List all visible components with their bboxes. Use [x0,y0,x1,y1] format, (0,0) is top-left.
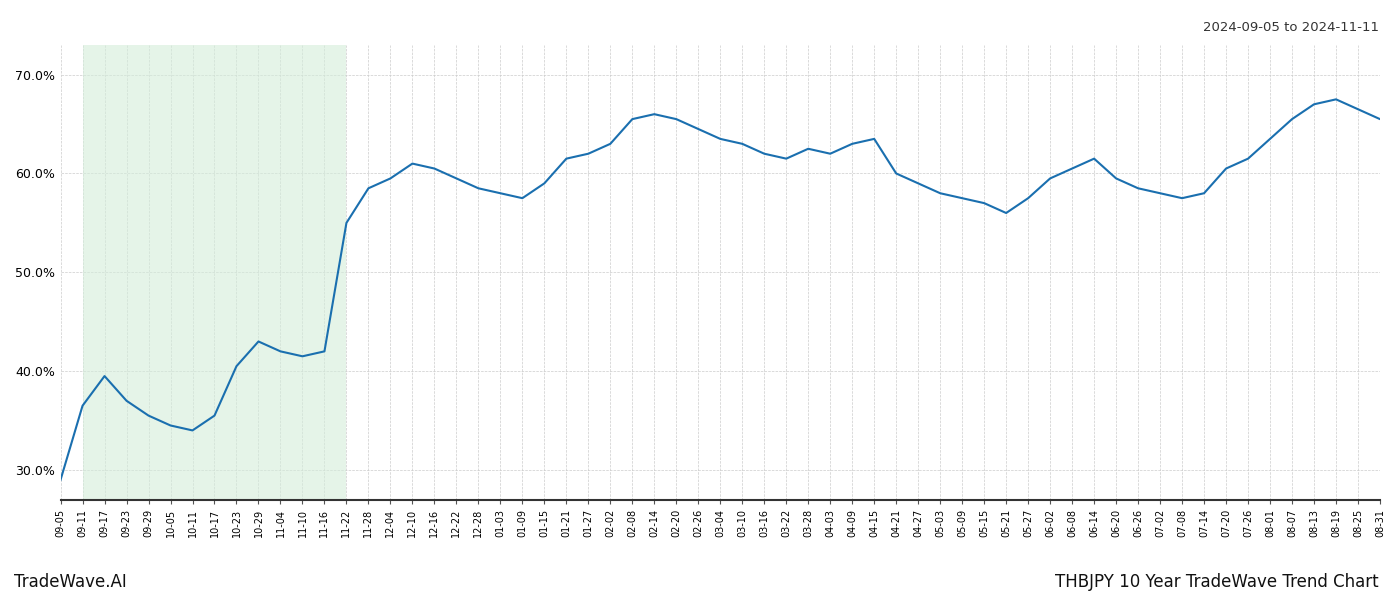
Text: TradeWave.AI: TradeWave.AI [14,573,127,591]
Bar [83,45,346,500]
Text: THBJPY 10 Year TradeWave Trend Chart: THBJPY 10 Year TradeWave Trend Chart [1056,573,1379,591]
Text: 2024-09-05 to 2024-11-11: 2024-09-05 to 2024-11-11 [1203,21,1379,34]
